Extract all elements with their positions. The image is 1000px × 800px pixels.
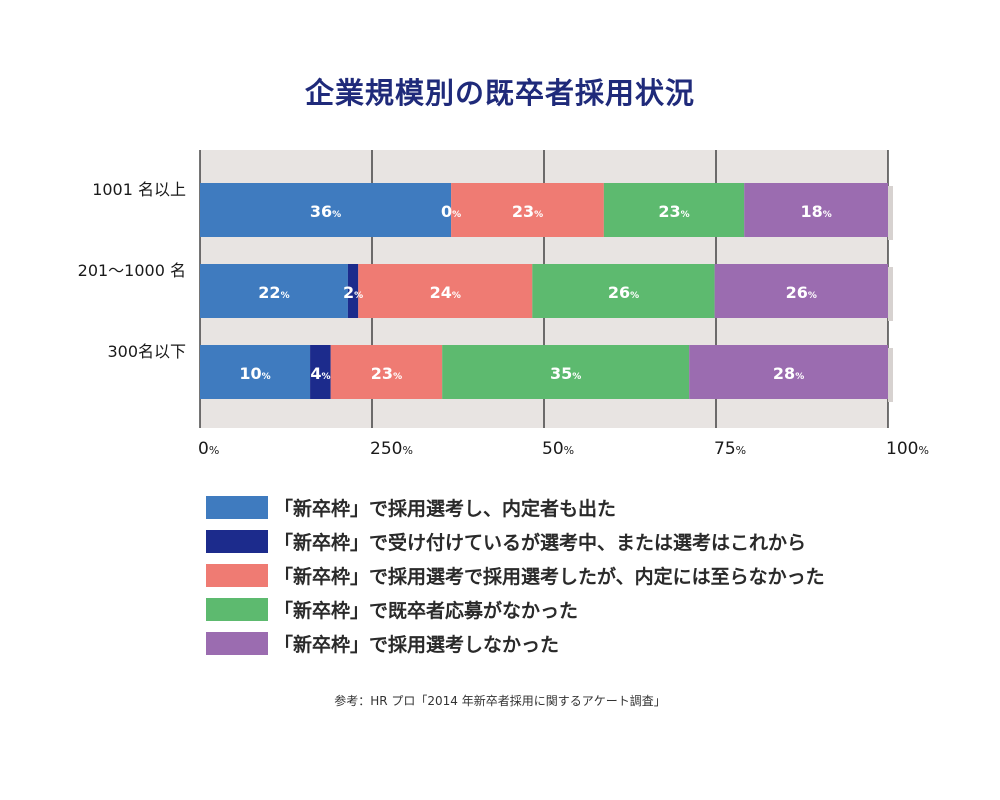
category-labels: 1001 名以上 201～1000 名 300名以下 xyxy=(78,180,186,361)
data-label: 10% xyxy=(239,364,270,383)
data-label: 23% xyxy=(371,364,402,383)
bar-shadow xyxy=(888,186,893,240)
legend-swatch xyxy=(206,597,268,621)
tick-label: 50% xyxy=(542,439,574,459)
tick-label: 100% xyxy=(886,439,929,459)
legend: 「新卒枠」で採用選考し、内定者も出た「新卒枠」で受け付けているが選考中、または選… xyxy=(206,490,825,660)
legend-swatch xyxy=(206,631,268,655)
legend-item: 「新卒枠」で採用選考で採用選考したが、内定には至らなかった xyxy=(206,558,825,592)
legend-swatch xyxy=(206,529,268,553)
data-label: 24% xyxy=(430,283,461,302)
bar-segment xyxy=(689,345,888,399)
bar-segment xyxy=(330,345,443,399)
data-label: 26% xyxy=(786,283,817,302)
stacked-bar-chart: 36% 0% 23% 23% 18% 22% 2% 24% 26% 26% 10% 4% 23% 35% 2… xyxy=(78,150,929,459)
bar-segment xyxy=(200,345,311,399)
data-label: 22% xyxy=(258,283,289,302)
bar-segment xyxy=(451,183,604,237)
data-label: 4% xyxy=(310,364,330,383)
data-label: 2% xyxy=(343,283,363,302)
tick-label: 75% xyxy=(714,439,746,459)
legend-swatch xyxy=(206,563,268,587)
bar-segment xyxy=(603,183,745,237)
legend-label: 「新卒枠」で採用選考で採用選考したが、内定には至らなかった xyxy=(274,565,825,588)
legend-label: 「新卒枠」で採用選考しなかった xyxy=(274,633,560,656)
legend-label: 「新卒枠」で受け付けているが選考中、または選考はこれから xyxy=(274,531,807,554)
bar-shadow xyxy=(888,348,893,402)
bar-shadow xyxy=(888,267,893,321)
source-note: 参考：HR プロ「2014 年新卒者採用に関するアケート調査」 xyxy=(334,694,666,708)
segment-labels: 36% 0% 23% 23% 18% 22% 2% 24% 26% 26% 10% 4% 23% 35% 2… xyxy=(239,202,831,383)
legend-item: 「新卒枠」で既卒者応募がなかった xyxy=(206,592,825,626)
legend-item: 「新卒枠」で採用選考しなかった xyxy=(206,626,825,660)
data-label: 26% xyxy=(608,283,639,302)
legend-item: 「新卒枠」で受け付けているが選考中、または選考はこれから xyxy=(206,524,825,558)
data-label: 23% xyxy=(512,202,543,221)
bar-segment xyxy=(200,183,452,237)
data-label: 23% xyxy=(658,202,689,221)
legend-label: 「新卒枠」で既卒者応募がなかった xyxy=(274,599,579,622)
bar-segment xyxy=(714,264,888,318)
bar-segment xyxy=(310,345,331,399)
tick-labels: 0% 250% 50% 75% 100% xyxy=(198,439,929,459)
category-label: 201～1000 名 xyxy=(78,261,186,280)
bar-segment xyxy=(358,264,533,318)
legend-swatch xyxy=(206,495,268,519)
chart-title: 企業規模別の既卒者採用状況 xyxy=(304,76,695,110)
bar-segments xyxy=(200,183,893,402)
data-label: 36% xyxy=(310,202,341,221)
data-label: 0% xyxy=(441,202,461,221)
data-label: 35% xyxy=(550,364,581,383)
tick-label: 250% xyxy=(370,439,413,459)
bar-segment xyxy=(442,345,690,399)
bar-segment xyxy=(200,264,348,318)
data-label: 18% xyxy=(800,202,831,221)
data-label: 28% xyxy=(773,364,804,383)
bar-segment xyxy=(347,264,359,318)
category-label: 1001 名以上 xyxy=(92,180,186,199)
legend-item: 「新卒枠」で採用選考し、内定者も出た xyxy=(206,490,825,524)
legend-label: 「新卒枠」で採用選考し、内定者も出た xyxy=(274,497,617,520)
bar-segment xyxy=(532,264,715,318)
bar-segment xyxy=(744,183,888,237)
tick-label: 0% xyxy=(198,439,219,459)
category-label: 300名以下 xyxy=(107,342,186,361)
